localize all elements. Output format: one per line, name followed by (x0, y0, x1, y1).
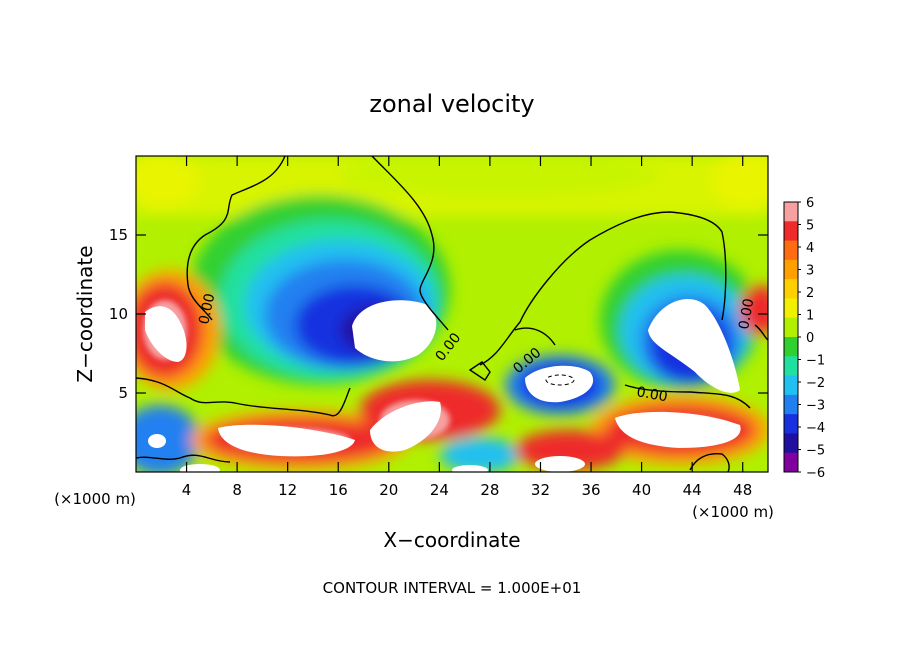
x-tick-label: 44 (683, 481, 702, 499)
colorbar-tick-label: −4 (806, 421, 825, 436)
colorbar-swatch (784, 317, 798, 338)
y-axis: 5 10 15 (109, 226, 768, 402)
x-tick-label: 4 (182, 481, 192, 499)
colorbar-swatch (784, 414, 798, 434)
colorbar-tick-label: 0 (806, 331, 814, 346)
y-tick-label: 5 (118, 384, 128, 402)
zero-contours (136, 156, 768, 472)
colorbar-tick-label: −3 (806, 399, 825, 414)
colorbar-swatch (784, 356, 798, 377)
x-unit-label-left: (×1000 m) (54, 490, 136, 508)
contour-label: 0.00 (736, 297, 757, 330)
y-axis-label: Z−coordinate (73, 245, 97, 382)
colorbar-tick-label: 2 (806, 286, 814, 301)
x-tick-label: 28 (480, 481, 499, 499)
colorbar-swatch (784, 259, 798, 280)
colorbar: 6 5 4 3 2 1 0 −1 −2 −3 −4 −5 −6 (783, 196, 825, 481)
x-tick-label: 8 (232, 481, 242, 499)
x-tick-label: 24 (430, 481, 449, 499)
colorbar-tick-label: 3 (806, 264, 814, 279)
x-tick-label: 32 (531, 481, 550, 499)
colorbar-swatch (784, 298, 798, 319)
colorbar-swatch (784, 433, 798, 454)
x-axis-label: X−coordinate (383, 528, 520, 552)
chart-title: zonal velocity (369, 90, 534, 118)
colorbar-swatch (784, 394, 798, 415)
x-tick-label: 40 (632, 481, 651, 499)
colorbar-tick-label: 6 (806, 196, 814, 211)
y-tick-label: 15 (109, 226, 128, 244)
colorbar-swatch (784, 375, 798, 396)
colorbar-swatch (784, 221, 798, 242)
x-tick-label: 12 (278, 481, 297, 499)
x-tick-label: 16 (329, 481, 348, 499)
colorbar-swatch (784, 279, 798, 299)
colorbar-swatch (784, 452, 798, 473)
x-tick-label: 48 (733, 481, 752, 499)
colorbar-tick-label: −6 (806, 466, 825, 481)
colorbar-swatch (784, 337, 798, 357)
heatmap-field: 0.00 0.00 0.00 0.00 0.00 (136, 156, 768, 472)
y-tick-label: 10 (109, 305, 128, 323)
colorbar-tick-label: 4 (806, 241, 814, 256)
x-axis: 4 8 12 16 20 24 28 32 36 40 44 48 (182, 156, 752, 499)
colorbar-tick-label: −5 (806, 444, 825, 459)
colorbar-tick-label: −2 (806, 376, 825, 391)
colorbar-swatch (784, 202, 798, 222)
x-tick-label: 36 (581, 481, 600, 499)
contour-label: 0.00 (196, 292, 218, 326)
colorbar-tick-label: 5 (806, 219, 814, 234)
contour-label: 0.00 (635, 384, 668, 405)
colorbar-swatch (784, 240, 798, 261)
contour-interval-note: CONTOUR INTERVAL = 1.000E+01 (323, 579, 582, 597)
colorbar-tick-label: −1 (806, 354, 825, 369)
colorbar-tick-label: 1 (806, 309, 814, 324)
x-tick-label: 20 (379, 481, 398, 499)
saturated-regions (145, 298, 741, 472)
x-unit-label-right: (×1000 m) (692, 503, 774, 521)
